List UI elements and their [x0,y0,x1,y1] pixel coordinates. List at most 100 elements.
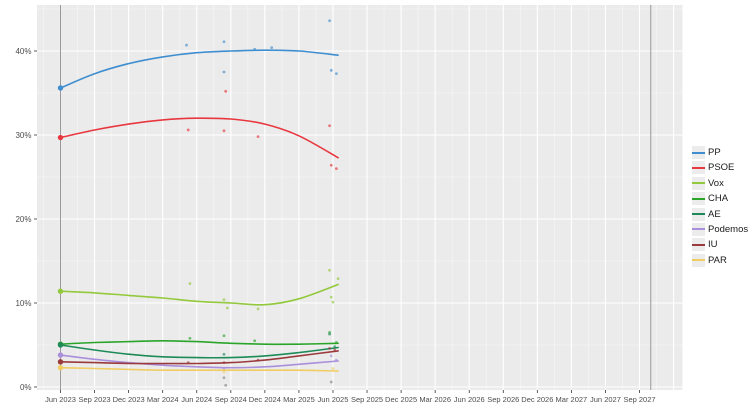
legend-line-icon [692,228,705,231]
poll-point-psoe [222,129,226,133]
poll-point-other [329,380,333,384]
legend-key-swatch-par [692,253,705,267]
poll-point-ae [222,352,226,356]
poll-point-iu [328,346,331,350]
election-result-point-psoe [57,134,64,141]
legend-label-pp: PP [708,147,721,158]
election-result-point-iu [57,359,64,365]
x-tick-label: Dec 2024 [249,395,281,404]
trend-line-vox [59,283,339,306]
poll-point-cha [188,336,192,340]
poll-point-other [224,383,228,387]
x-tick-label: Jun 2025 [318,395,349,404]
election-result-point-vox [57,288,64,294]
x-tick-label: Mar 2026 [419,395,451,404]
legend-line-icon [692,182,705,185]
trend-line-podemos [59,354,339,369]
poll-point-vox [225,306,229,310]
legend-item-par[interactable]: PAR [692,253,748,267]
x-tick-label: Jun 2027 [590,395,621,404]
y-tick-label: 20% [15,215,31,224]
y-tick-label: 40% [15,47,31,56]
x-tick-label: Mar 2027 [556,395,588,404]
legend-item-vox[interactable]: Vox [692,176,748,190]
election-result-point-ae [57,342,64,348]
legend-item-psoe[interactable]: PSOE [692,161,748,175]
legend-key-swatch-podemos [692,222,705,236]
poll-point-vox [328,268,331,272]
x-tick-label: Mar 2025 [283,395,315,404]
x-tick-label: Sep 2027 [623,395,655,404]
legend-key-swatch-psoe [692,161,705,175]
legend-line-icon [692,259,705,262]
poll-point-psoe [256,135,260,139]
poll-point-vox [331,300,335,304]
poll-point-pp [222,40,226,44]
trend-line-par [59,366,339,372]
poll-point-psoe [186,128,190,132]
poll-point-other [222,376,226,380]
legend-item-podemos[interactable]: Podemos [692,222,749,236]
legend-line-icon [692,243,705,246]
legend-key-swatch-ae [692,207,705,221]
x-tick-label: Dec 2025 [385,395,417,404]
y-tick-label: 10% [15,299,31,308]
election-result-point-podemos [57,352,64,358]
poll-point-pp [329,68,333,72]
poll-point-psoe [334,167,338,171]
legend-label-par: PAR [708,254,727,266]
poll-point-pp [328,19,331,23]
trend-line-iu [59,350,339,365]
legend-key-swatch-pp [692,146,705,159]
legend-label-cha: CHA [708,193,729,205]
poll-point-psoe [224,89,228,93]
poll-point-pp [185,43,188,47]
poll-point-pp [334,72,338,76]
trend-line-pp [59,49,339,89]
x-tick-label: Jun 2026 [454,395,485,404]
poll-point-pp [222,70,226,74]
trend-line-cha [59,339,339,346]
legend-line-icon [692,151,705,154]
legend: PP PSOE Vox CHA AE Podemos IU PAR [692,146,748,267]
poll-point-vox [336,277,340,281]
legend-item-iu[interactable]: IU [692,238,748,252]
x-tick-label: Mar 2024 [147,395,179,404]
legend-item-cha[interactable]: CHA [692,192,748,206]
trend-line-ae [59,344,339,359]
election-result-point-par [57,364,64,371]
legend-key-swatch-cha [692,192,705,206]
legend-label-iu: IU [708,239,718,251]
poll-point-cha [222,334,226,338]
poll-point-ae [328,332,331,336]
poll-point-pp [270,46,274,50]
legend-item-ae[interactable]: AE [692,207,748,221]
legend-line-icon [692,213,705,216]
legend-line-icon [692,197,705,200]
legend-key-swatch-iu [692,238,705,252]
plot-panel [37,5,683,390]
poll-point-cha [253,339,257,343]
x-tick-label: Dec 2026 [521,395,553,404]
legend-label-psoe: PSOE [708,162,735,174]
legend-label-ae: AE [708,208,721,220]
poll-point-par [331,367,335,370]
poll-point-vox [222,298,226,302]
x-tick-label: Sep 2023 [78,395,110,404]
election-result-point-pp [57,85,64,91]
poll-point-vox [188,282,192,286]
legend-item-pp[interactable]: PP [692,146,748,159]
x-tick-label: Sep 2026 [487,395,519,404]
y-tick-label: 0% [20,383,32,392]
legend-key-swatch-vox [692,176,705,190]
poll-point-vox [256,307,260,311]
poll-point-podemos [329,354,333,358]
y-tick-label: 30% [15,131,31,140]
poll-point-psoe [329,163,333,167]
poll-point-vox [329,295,333,299]
x-tick-label: Dec 2023 [113,395,145,404]
legend-label-podemos: Podemos [708,223,749,235]
x-tick-label: Sep 2025 [351,395,383,404]
